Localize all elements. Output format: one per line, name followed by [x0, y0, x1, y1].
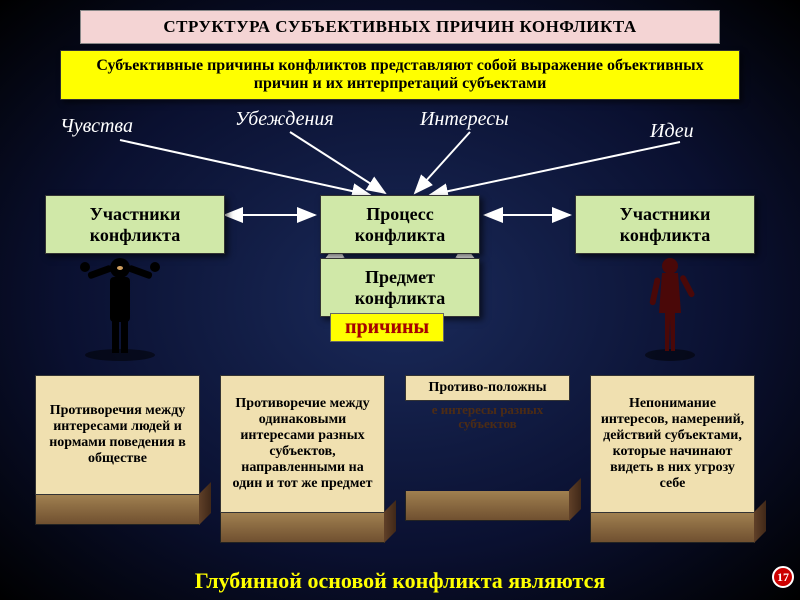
- figure-left: [75, 253, 165, 363]
- footer-text: Глубинной основой конфликта являются: [0, 568, 800, 594]
- title-box: СТРУКТУРА СУБЪЕКТИВНЫХ ПРИЧИН КОНФЛИКТА: [80, 10, 720, 44]
- subtitle-text: Субъективные причины конфликтов представ…: [96, 57, 703, 92]
- page-number: 17: [772, 566, 794, 588]
- cause-1-text: Противоречия между интересами людей и но…: [35, 375, 200, 495]
- label-interests: Интересы: [420, 108, 509, 131]
- cause-3-base: [405, 491, 570, 521]
- label-beliefs: Убеждения: [235, 108, 334, 131]
- causes-label-text: причины: [345, 316, 429, 338]
- box-subject-text: Предмет конфликта: [355, 267, 445, 308]
- cause-block-3: Противо-положны е интересы разных субъек…: [405, 375, 570, 521]
- cause-block-1: Противоречия между интересами людей и но…: [35, 375, 200, 525]
- cause-block-4: Непонимание интересов, намерений, действ…: [590, 375, 755, 543]
- causes-label: причины: [330, 313, 444, 342]
- box-participants-right: Участники конфликта: [575, 195, 755, 254]
- box-process-text: Процесс конфликта: [355, 204, 445, 245]
- cause-3-hidden: е интересы разных субъектов: [405, 403, 570, 432]
- box-subject: Предмет конфликта: [320, 258, 480, 317]
- box-participants-right-text: Участники конфликта: [620, 204, 711, 245]
- label-ideas: Идеи: [650, 120, 694, 143]
- cause-block-2: Противоречие между одинаковыми интересам…: [220, 375, 385, 543]
- cause-1-base: [35, 495, 200, 525]
- cause-2-text: Противоречие между одинаковыми интересам…: [220, 375, 385, 513]
- cause-2-base: [220, 513, 385, 543]
- figure-right: [635, 253, 705, 363]
- subtitle-box: Субъективные причины конфликтов представ…: [60, 50, 740, 100]
- cause-3-text: Противо-положны: [405, 375, 570, 401]
- cause-4-text: Непонимание интересов, намерений, действ…: [590, 375, 755, 513]
- box-process: Процесс конфликта: [320, 195, 480, 254]
- cause-4-base: [590, 513, 755, 543]
- box-participants-left-text: Участники конфликта: [90, 204, 181, 245]
- box-participants-left: Участники конфликта: [45, 195, 225, 254]
- title-text: СТРУКТУРА СУБЪЕКТИВНЫХ ПРИЧИН КОНФЛИКТА: [163, 17, 636, 36]
- label-feelings: Чувства: [60, 115, 133, 138]
